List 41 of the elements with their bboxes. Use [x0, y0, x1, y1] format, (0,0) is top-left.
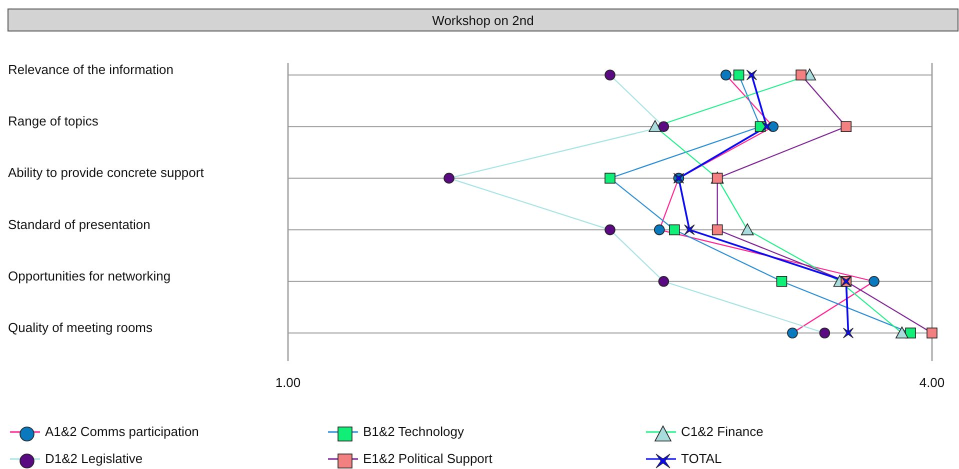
legend-label: A1&2 Comms participation	[45, 424, 199, 439]
point	[684, 224, 695, 236]
point	[658, 121, 670, 132]
point	[658, 276, 670, 287]
y-tick-label: Range of topics	[8, 114, 99, 129]
point	[905, 328, 916, 338]
y-tick-label: Standard of presentation	[8, 216, 150, 232]
legend-label: D1&2 Legislative	[45, 451, 143, 466]
point	[740, 223, 754, 236]
point	[896, 326, 908, 338]
x-tick-label: 1.00	[275, 375, 301, 390]
point	[720, 70, 732, 80]
point	[604, 172, 616, 184]
point	[444, 172, 454, 184]
y-tick-label: Relevance of the information	[8, 62, 174, 77]
point	[669, 224, 680, 236]
point	[712, 224, 723, 236]
point	[868, 276, 880, 287]
point	[926, 328, 938, 338]
point	[761, 121, 772, 132]
y-tick-label: Quality of meeting rooms	[8, 320, 154, 335]
point	[733, 70, 744, 80]
point	[648, 120, 662, 132]
x-tick-label: 4.00	[919, 375, 945, 390]
point	[787, 328, 798, 338]
point	[840, 121, 852, 132]
point	[819, 328, 830, 338]
point	[842, 328, 854, 338]
legend-label: C1&2 Finance	[681, 424, 764, 439]
point	[654, 224, 665, 236]
point	[746, 70, 757, 80]
legend-label: E1&2 Political Support	[363, 451, 493, 466]
y-tick-label: Ability to provide concrete support	[8, 165, 204, 180]
legend-label: B1&2 Technology	[363, 424, 464, 439]
point	[796, 70, 806, 80]
chart-title: Workshop on 2nd	[432, 13, 534, 28]
point	[604, 70, 616, 80]
legend-label: TOTAL	[681, 451, 722, 466]
point	[776, 276, 788, 287]
y-tick-label: Opportunities for networking	[8, 268, 171, 284]
point	[604, 224, 616, 236]
